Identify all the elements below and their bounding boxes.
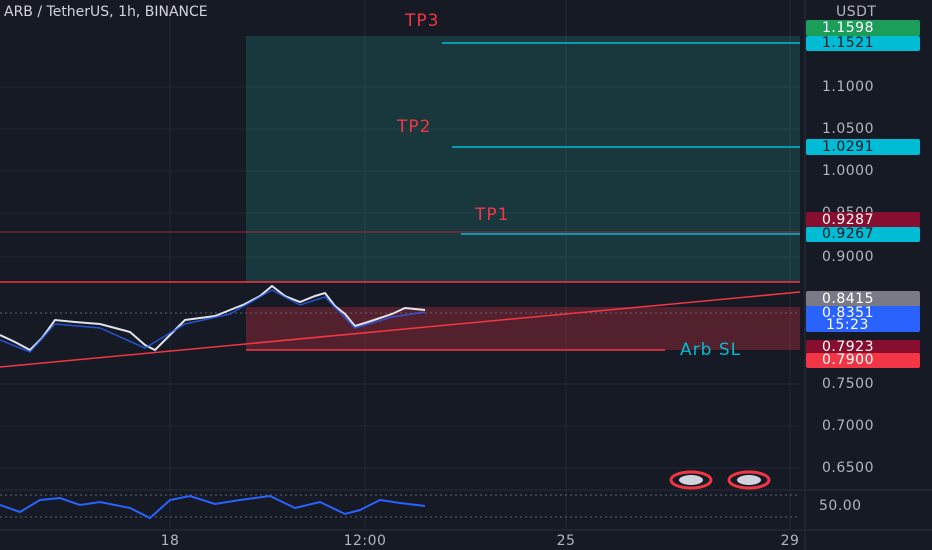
badge-text: 0.9267 [822, 226, 874, 242]
price-tick: 1.1000 [822, 79, 874, 95]
time-tick: 25 [557, 533, 576, 549]
tp2-label: TP2 [396, 117, 431, 137]
price-tick: 1.0500 [822, 121, 874, 137]
badge-text: 0.8351 [822, 305, 874, 321]
symbol-title: ARB / TetherUS, 1h, BINANCE [4, 4, 208, 20]
badge [806, 227, 920, 242]
badge [806, 353, 920, 368]
badge-text: 0.7923 [822, 339, 874, 355]
grid [0, 0, 800, 530]
badge-text: 1.0291 [822, 139, 874, 155]
badge-text: 1.1598 [822, 20, 874, 36]
time-axis: 18 12:00 25 29 [161, 533, 800, 549]
sl-label: Arb SL [680, 340, 741, 360]
time-tick: 18 [161, 533, 180, 549]
price-axis: 1.1000 1.0500 1.0000 0.9500 0.9000 0.750… [822, 79, 874, 476]
price-badges: 1.1598 1.1521 1.0291 0.9287 0.9267 0.841… [806, 20, 920, 368]
time-tick: 29 [781, 533, 800, 549]
tp1-label: TP1 [474, 205, 509, 225]
profit-zone [246, 36, 800, 282]
trend-line [0, 291, 801, 368]
price-wicks [0, 289, 426, 353]
badge [806, 212, 920, 228]
price-line [0, 284, 426, 352]
badge [806, 340, 920, 355]
badge [806, 291, 920, 307]
badge-text: 0.7900 [822, 352, 874, 368]
price-tick: 0.9000 [822, 249, 874, 265]
badge [806, 36, 920, 51]
badge [806, 306, 920, 332]
badge-text: 1.1521 [822, 35, 874, 51]
price-tick: 0.7500 [822, 376, 874, 392]
indicator-line [0, 494, 426, 520]
badge [806, 139, 920, 155]
price-tick: 0.7000 [822, 418, 874, 434]
tp3-label: TP3 [404, 11, 439, 31]
event-icons [669, 470, 771, 490]
price-tick: 1.0000 [822, 163, 874, 179]
badge-text: 0.9287 [822, 212, 874, 228]
badge [806, 20, 920, 36]
price-tick: 0.6500 [822, 460, 874, 476]
currency: USDT [836, 4, 876, 20]
badge-text: 0.8415 [822, 291, 874, 307]
time-tick: 12:00 [344, 533, 387, 549]
countdown: 15:23 [826, 317, 869, 333]
indicator-level: 50.00 [819, 498, 862, 514]
loss-zone [246, 307, 800, 350]
